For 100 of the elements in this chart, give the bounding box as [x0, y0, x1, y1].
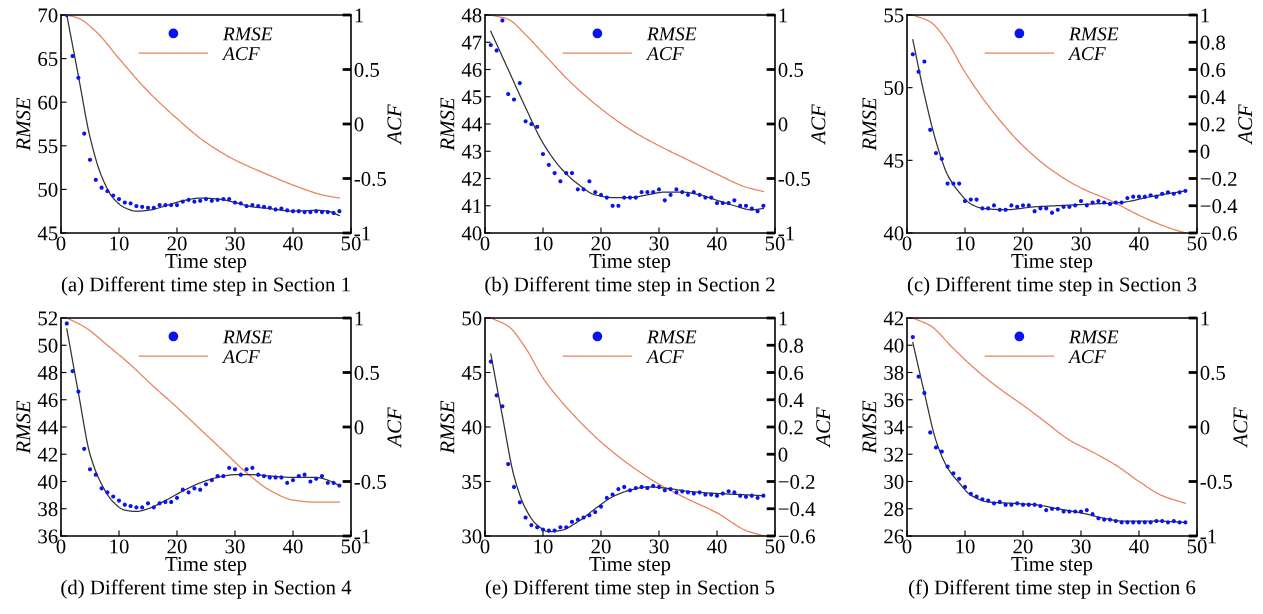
- point: [314, 209, 319, 214]
- y-tick-label: 52: [38, 311, 58, 326]
- point: [174, 203, 180, 208]
- x-tick-label: 0: [480, 236, 490, 251]
- y-tick-label: 36: [38, 529, 58, 544]
- x-tick-label: 10: [110, 236, 129, 251]
- point: [986, 206, 991, 211]
- text: (d) Different time step in Section 4: [61, 579, 352, 599]
- y-tick-label: 48: [37, 365, 58, 380]
- x-tick-label: 0: [56, 539, 66, 554]
- y-tick-label: 65: [38, 52, 58, 67]
- y2-tick-label: 1: [355, 311, 363, 326]
- point: [517, 81, 522, 86]
- point: [749, 493, 754, 498]
- point: [70, 53, 75, 59]
- y-tick-label: 46: [461, 62, 482, 77]
- point: [87, 157, 93, 162]
- y2-tick-label: 0.2: [1200, 117, 1225, 132]
- x-axis-title: Time step: [589, 556, 671, 576]
- point: [1171, 191, 1176, 196]
- point: [1038, 503, 1043, 509]
- point: [1171, 518, 1176, 524]
- x-tick-label: 30: [1071, 236, 1091, 251]
- y2-tick-label: 0.5: [778, 62, 804, 78]
- point: [761, 203, 766, 208]
- point: [145, 205, 151, 210]
- point: [968, 491, 973, 496]
- point: [933, 445, 939, 450]
- y2-tick-label: 0.5: [354, 62, 380, 78]
- x-axis-title: Time step: [165, 253, 247, 273]
- y2-tick-label: −0.2: [1200, 171, 1237, 187]
- point: [517, 500, 522, 505]
- y2-tick-label: 0: [354, 420, 364, 435]
- point: [285, 208, 290, 213]
- point: [546, 162, 551, 167]
- point: [1038, 206, 1043, 211]
- y-tick-label: 50: [38, 338, 58, 353]
- point: [651, 483, 656, 488]
- point: [1026, 502, 1031, 507]
- y-tick-label: 50: [884, 81, 904, 96]
- point: [1165, 190, 1171, 195]
- point: [111, 494, 116, 499]
- point: [662, 198, 667, 203]
- point: [529, 121, 534, 127]
- point: [558, 525, 563, 530]
- x-tick-label: 30: [649, 539, 669, 554]
- x-axis-title: Time step: [1011, 253, 1093, 273]
- point: [290, 209, 296, 214]
- y2-tick-label: −0.4: [778, 502, 816, 517]
- point: [1044, 206, 1049, 211]
- point: [70, 369, 75, 374]
- legend-label: ACF: [221, 350, 260, 364]
- x-tick-label: 30: [225, 539, 245, 554]
- point: [1090, 512, 1095, 517]
- point: [709, 492, 714, 497]
- point: [604, 495, 609, 500]
- point: [157, 203, 162, 208]
- y2-tick-label: 0.4: [1200, 90, 1226, 105]
- y-axis-title: RMSE: [16, 97, 31, 151]
- y2-tick-label: 0.5: [354, 365, 380, 381]
- point: [685, 490, 691, 495]
- x-axis-title: Time step: [165, 556, 247, 576]
- y2-axis-title: ACF: [1238, 104, 1253, 145]
- point: [105, 189, 110, 194]
- point: [558, 179, 563, 184]
- point: [668, 192, 673, 197]
- point: [331, 480, 336, 485]
- point: [1142, 520, 1147, 525]
- point: [227, 465, 232, 470]
- point: [1084, 508, 1089, 513]
- y2-tick-label: 1: [355, 8, 363, 23]
- point: [244, 203, 249, 209]
- point: [656, 484, 662, 490]
- y-tick-label: 30: [462, 529, 482, 544]
- y2-tick-label: 1: [779, 8, 787, 23]
- x-tick-label: 40: [1128, 539, 1149, 554]
- point: [564, 170, 569, 176]
- point: [633, 195, 638, 200]
- point: [296, 473, 301, 479]
- x-tick-label: 10: [956, 539, 975, 554]
- y2-tick-label: -0.5: [354, 474, 386, 490]
- y-axis-title: RMSE: [440, 97, 455, 151]
- legend-label: RMSE: [222, 330, 273, 344]
- legend-label: ACF: [645, 350, 684, 364]
- y2-axis-title: ACF: [387, 104, 402, 145]
- point: [169, 499, 174, 505]
- point: [511, 97, 517, 102]
- y2-tick-label: −0.2: [778, 474, 815, 490]
- point: [622, 484, 627, 490]
- x-tick-label: 30: [225, 236, 245, 251]
- point: [1107, 201, 1113, 207]
- point: [755, 495, 760, 500]
- point: [308, 209, 313, 215]
- point: [575, 187, 580, 192]
- point: [593, 509, 598, 515]
- point: [180, 487, 185, 492]
- point: [93, 177, 98, 182]
- point: [1131, 520, 1136, 525]
- point: [691, 491, 696, 496]
- y2-tick-label: 0.6: [778, 365, 804, 381]
